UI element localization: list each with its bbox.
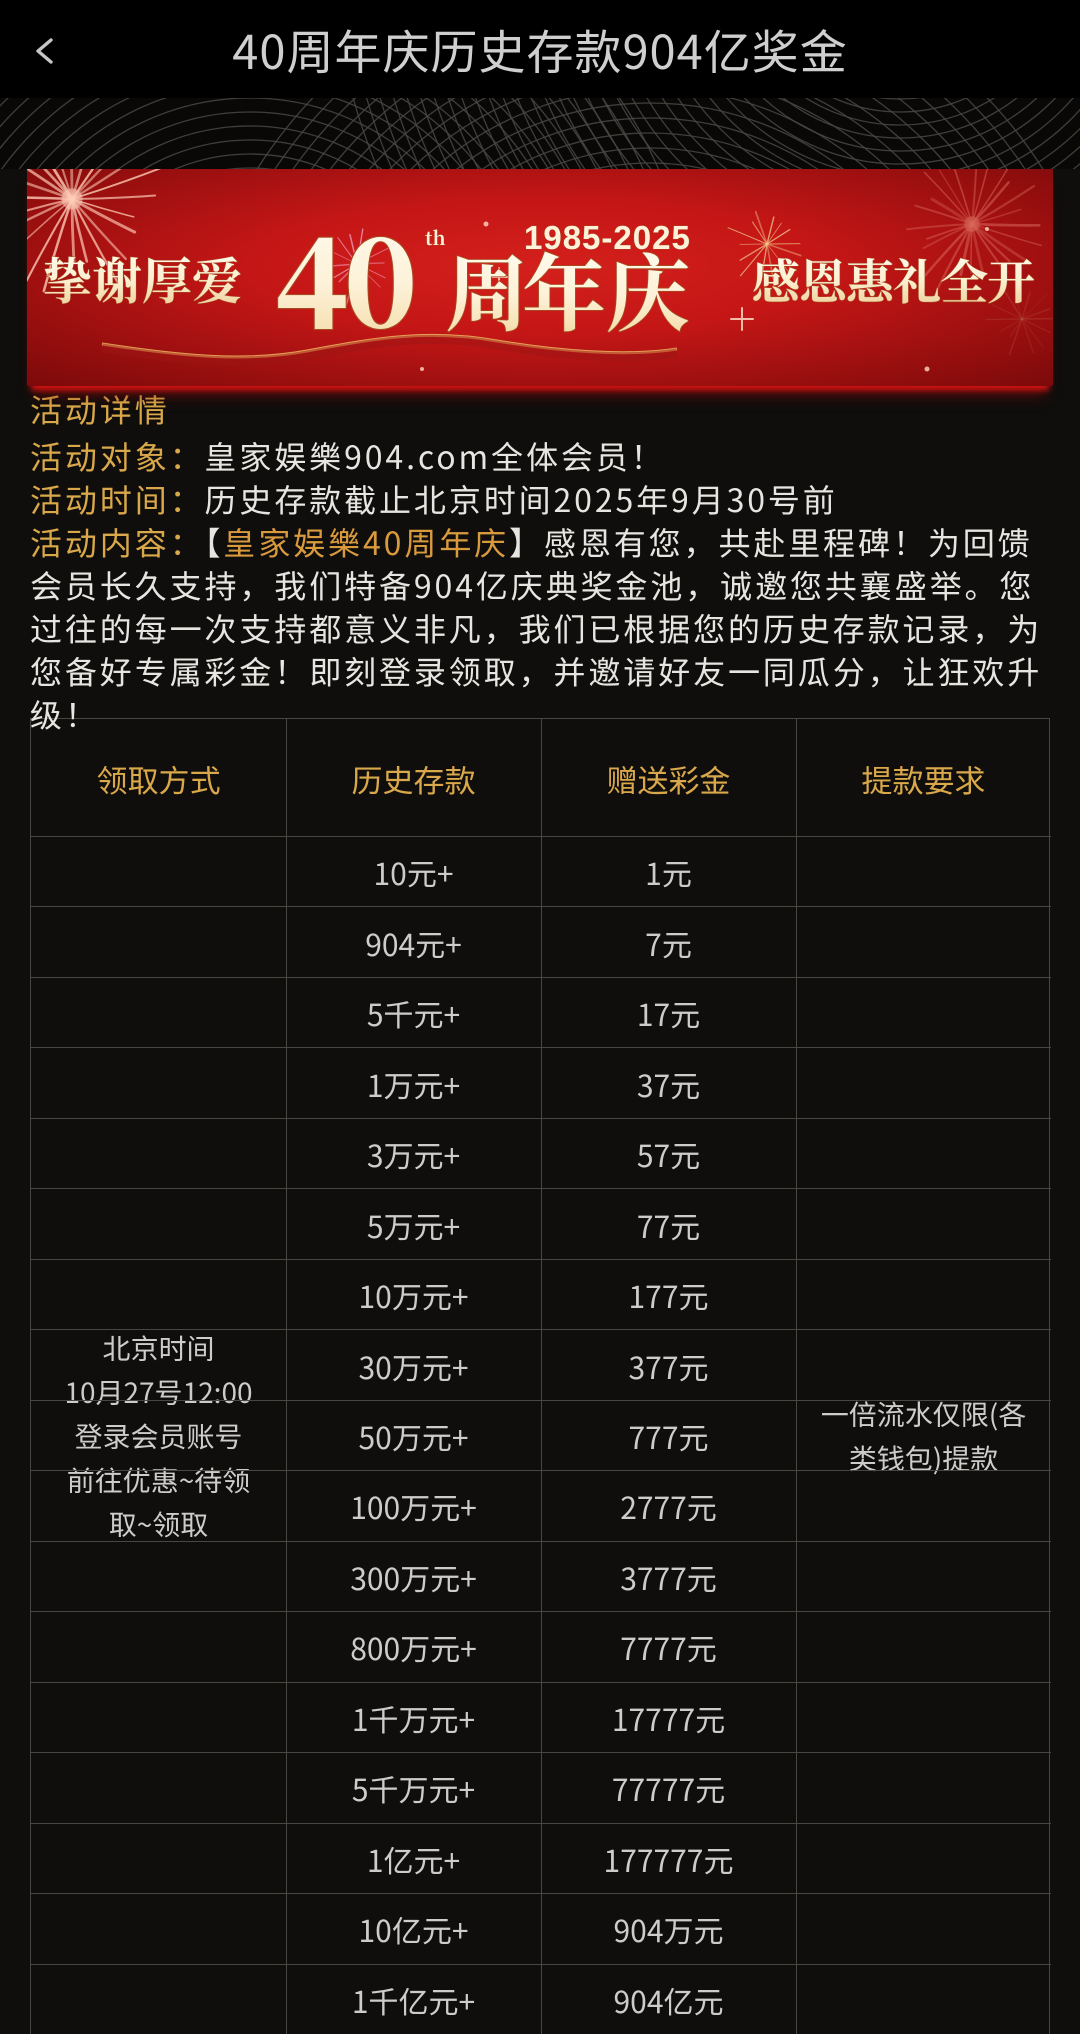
svg-text:年庆: 年庆: [522, 228, 690, 349]
svg-text:挚谢厚爱: 挚谢厚爱: [42, 242, 242, 314]
svg-text:感恩惠礼全开: 感恩惠礼全开: [752, 244, 1034, 313]
svg-text:40: 40: [275, 187, 413, 362]
svg-text:th: th: [425, 224, 446, 251]
svg-text:周: 周: [445, 228, 529, 349]
